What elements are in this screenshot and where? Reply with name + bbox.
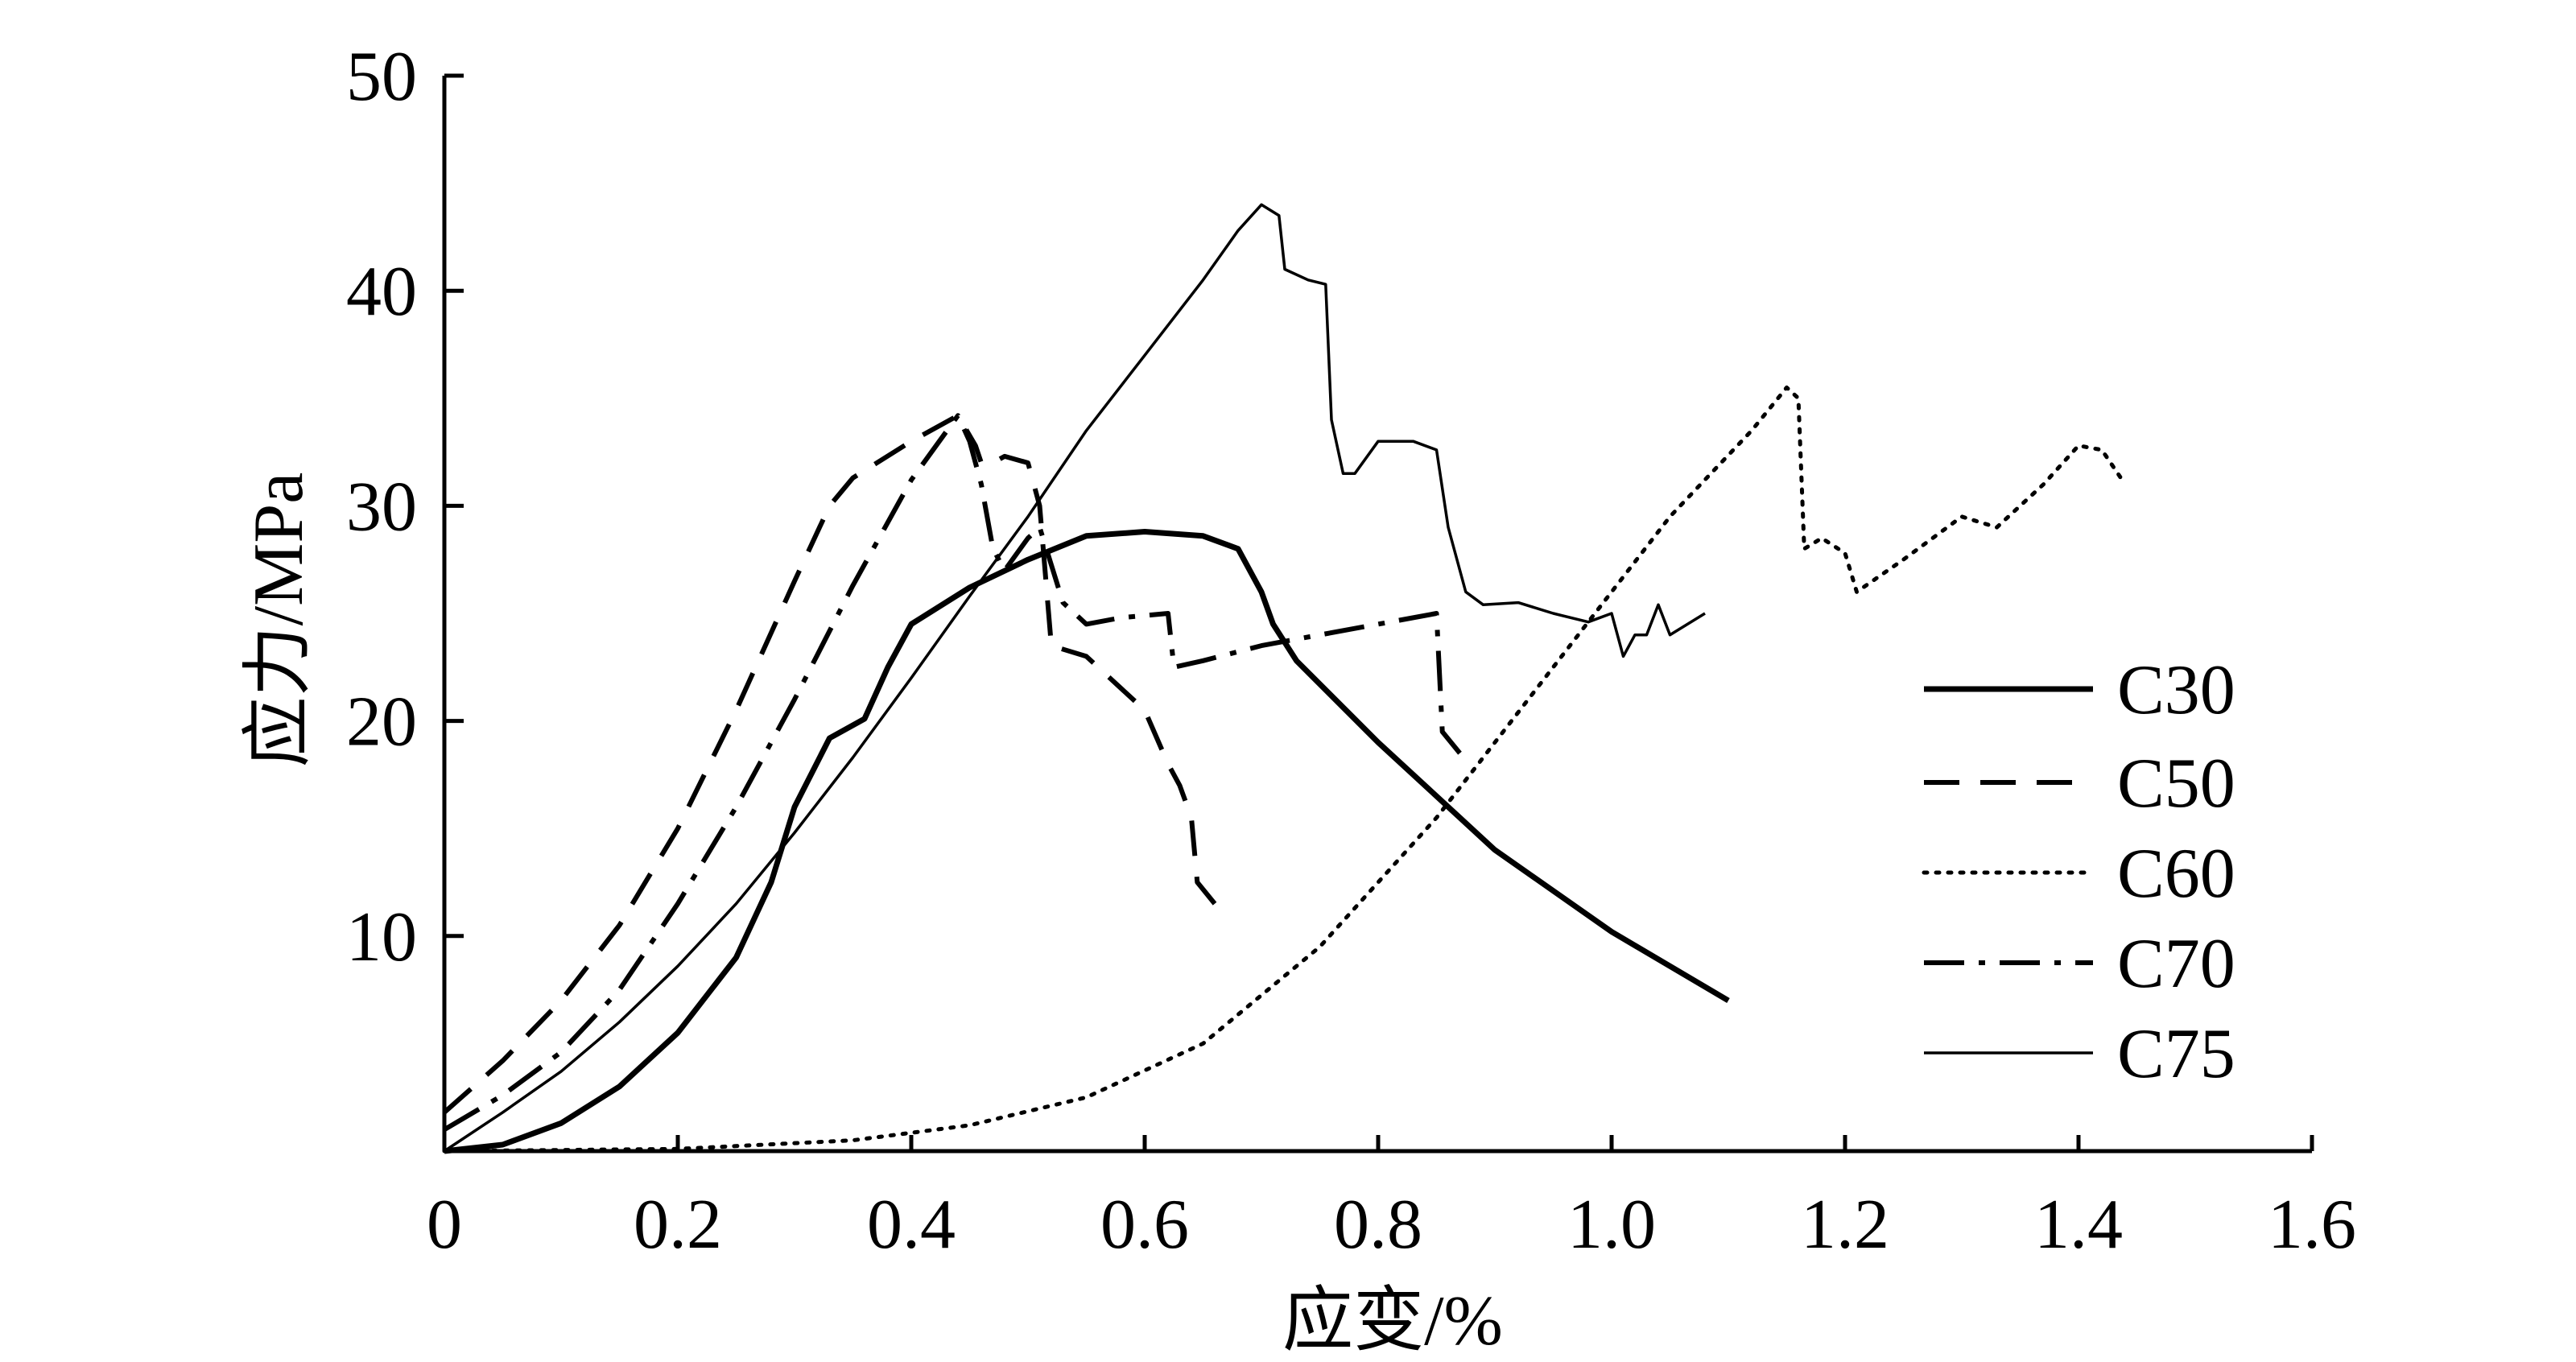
y-tick-label: 10 <box>346 898 417 976</box>
y-tick-label: 30 <box>346 468 417 546</box>
legend-label-c75: C75 <box>2117 1015 2235 1093</box>
y-tick-label: 50 <box>346 38 417 116</box>
y-tick-label: 40 <box>346 253 417 331</box>
x-axis-title: 应变/% <box>1282 1282 1503 1360</box>
y-tick-label: 20 <box>346 683 417 761</box>
x-tick-label: 0 <box>427 1186 462 1264</box>
series-line-c30 <box>444 529 1730 1154</box>
legend: C30 C50 C60 C70 C75 <box>1922 651 2235 1093</box>
series-line-c75 <box>444 203 1706 1153</box>
legend-label-c70: C70 <box>2117 925 2235 1003</box>
axes <box>442 76 2312 1154</box>
x-tick-label: 0.6 <box>1100 1186 1189 1264</box>
legend-label-c50: C50 <box>2117 745 2235 823</box>
x-tick-label: 1.6 <box>2268 1186 2356 1264</box>
series-line-c70 <box>443 413 1462 1132</box>
series-line-c50 <box>443 413 1217 1115</box>
legend-label-c30: C30 <box>2117 651 2235 729</box>
x-tick-label: 1.0 <box>1567 1186 1656 1264</box>
tick-labels: 0 0.2 0.4 0.6 0.8 1.0 1.2 1.4 1.6 10 20 30 40 50 <box>346 38 2356 1264</box>
series-line-c60 <box>442 385 2128 1154</box>
series-lines <box>442 203 2128 1154</box>
x-tick-label: 1.4 <box>2034 1186 2123 1264</box>
x-tick-label: 0.8 <box>1334 1186 1422 1264</box>
tick-marks <box>444 73 2314 1151</box>
legend-label-c60: C60 <box>2117 835 2235 913</box>
x-tick-label: 0.2 <box>634 1186 722 1264</box>
x-tick-label: 0.4 <box>867 1186 956 1264</box>
y-axis-title: 应力/MPa <box>240 473 318 768</box>
x-tick-label: 1.2 <box>1801 1186 1889 1264</box>
